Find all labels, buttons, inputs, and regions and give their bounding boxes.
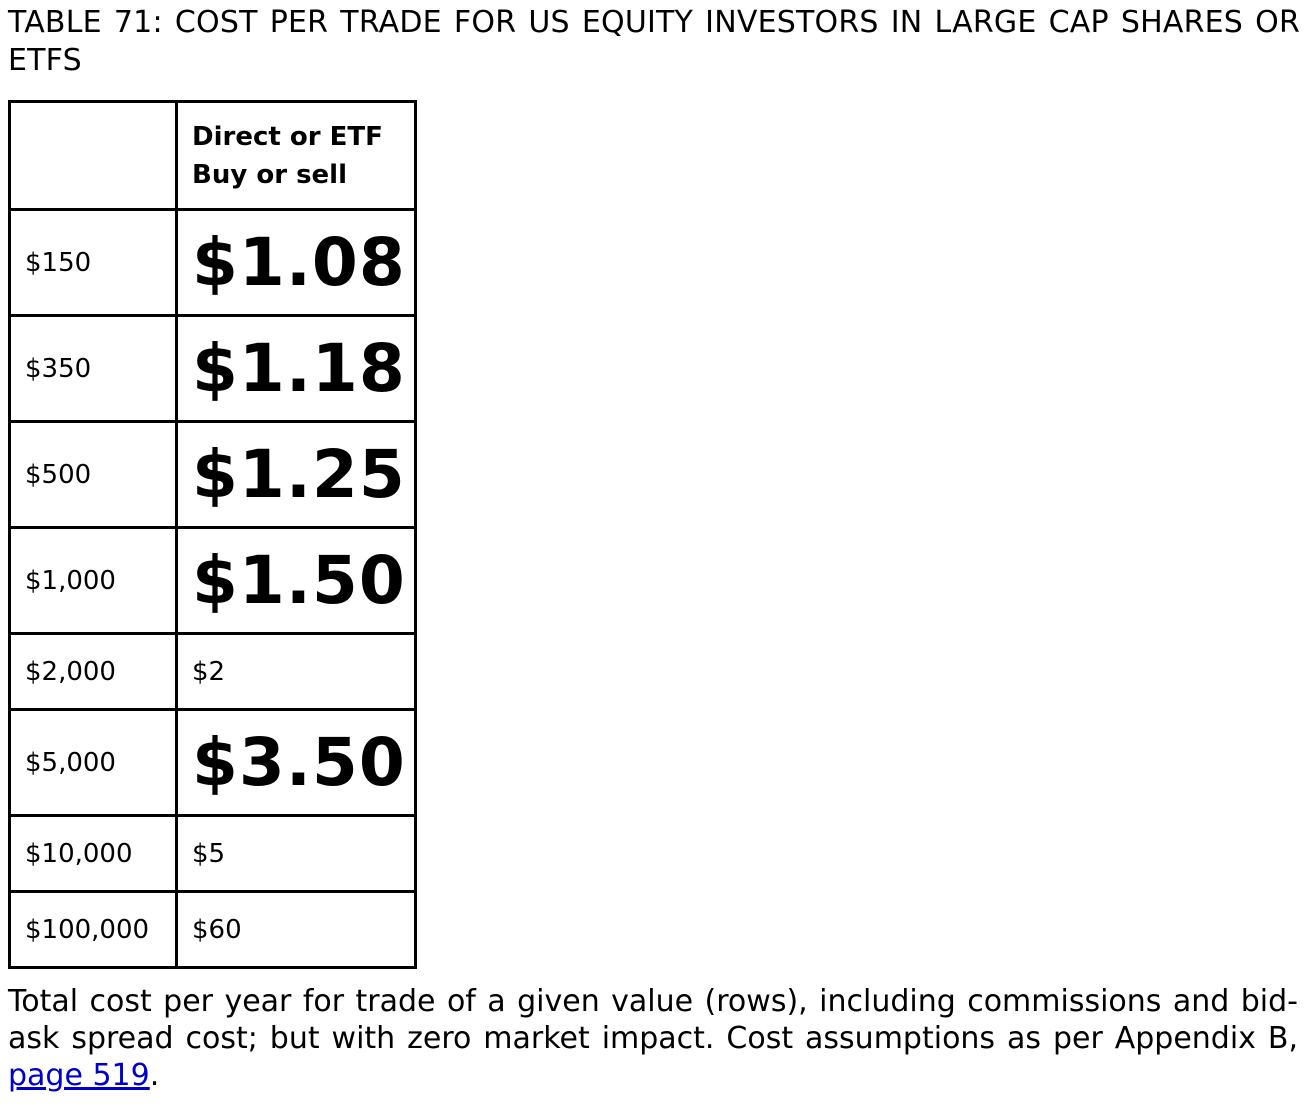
trade-cost-cell: $5 — [175, 814, 417, 893]
header-cell-empty — [8, 100, 178, 211]
trade-value-cell: $350 — [8, 314, 178, 423]
trade-value-cell: $150 — [8, 208, 178, 317]
table-row: $100,000 $60 — [8, 890, 417, 969]
table-row: $10,000 $5 — [8, 814, 417, 893]
trade-value-cell: $2,000 — [8, 632, 178, 711]
table-row: $150 $1.08 — [8, 208, 417, 317]
table-row: $5,000 $3.50 — [8, 708, 417, 817]
table-row: $350 $1.18 — [8, 314, 417, 423]
header-line-buy-sell: Buy or sell — [192, 159, 347, 190]
header-cell-direct-etf: Direct or ETF Buy or sell — [175, 100, 417, 211]
caption-end: . — [149, 1058, 160, 1093]
trade-value-cell: $5,000 — [8, 708, 178, 817]
table-row: $500 $1.25 — [8, 420, 417, 529]
header-line-direct-etf: Direct or ETF — [192, 121, 383, 152]
trade-cost-value: $2 — [192, 656, 226, 687]
cost-table: Direct or ETF Buy or sell $150 $1.08 $35… — [8, 100, 417, 969]
table-title: TABLE 71: COST PER TRADE FOR US EQUITY I… — [8, 5, 1300, 78]
trade-cost-value: $1.18 — [192, 329, 406, 407]
caption-text: Total cost per year for trade of a given… — [8, 984, 1298, 1056]
trade-cost-cell: $1.18 — [175, 314, 417, 423]
trade-cost-cell: $3.50 — [175, 708, 417, 817]
page-link[interactable]: page 519 — [8, 1058, 150, 1093]
trade-value-cell: $1,000 — [8, 526, 178, 635]
trade-cost-cell: $1.08 — [175, 208, 417, 317]
trade-value-cell: $500 — [8, 420, 178, 529]
table-row: $1,000 $1.50 — [8, 526, 417, 635]
trade-cost-value: $1.25 — [192, 435, 406, 513]
trade-value-cell: $100,000 — [8, 890, 178, 969]
trade-cost-cell: $1.25 — [175, 420, 417, 529]
trade-value-cell: $10,000 — [8, 814, 178, 893]
table-row: $2,000 $2 — [8, 632, 417, 711]
trade-cost-value: $60 — [192, 914, 242, 945]
trade-cost-cell: $2 — [175, 632, 417, 711]
trade-cost-value: $3.50 — [192, 723, 406, 801]
trade-cost-cell: $1.50 — [175, 526, 417, 635]
table-caption: Total cost per year for trade of a given… — [8, 983, 1298, 1094]
table-header-row: Direct or ETF Buy or sell — [8, 100, 417, 211]
trade-cost-value: $1.08 — [192, 223, 406, 301]
trade-cost-value: $1.50 — [192, 541, 406, 619]
trade-cost-cell: $60 — [175, 890, 417, 969]
trade-cost-value: $5 — [192, 838, 226, 869]
